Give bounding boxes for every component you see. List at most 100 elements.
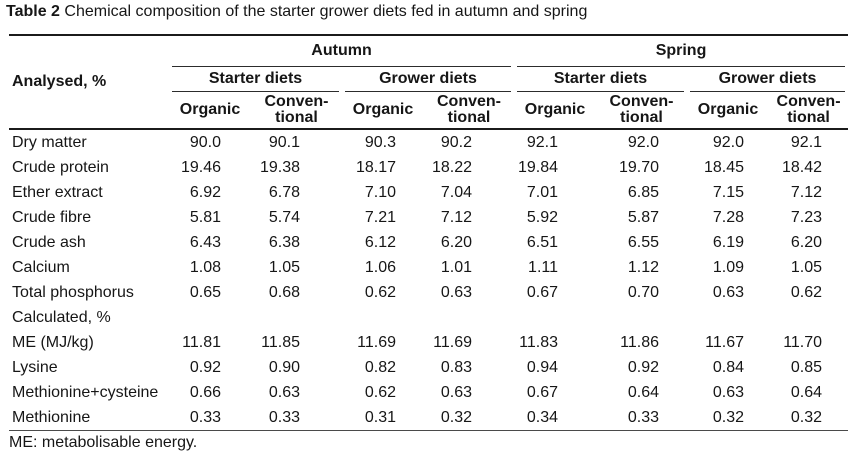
value-cell: 0.62 xyxy=(364,384,396,401)
table-row: Total phosphorus 0.65 0.68 0.62 0.63 0.67 0.70… xyxy=(9,280,848,305)
diet-group-autumn-grower: Grower diets xyxy=(342,66,514,92)
row-label: Total phosphorus xyxy=(12,284,134,301)
value-cell: 0.62 xyxy=(790,284,823,301)
value-cell: 1.08 xyxy=(189,259,221,276)
row-label: Ether extract xyxy=(12,184,103,201)
row-label: Crude ash xyxy=(12,234,86,251)
table-body: Dry matter 90.0 90.1 90.3 90.2 92.1 92.0 92.0 92… xyxy=(9,129,849,431)
value-cell: 90.3 xyxy=(364,134,396,151)
value-cell: 7.12 xyxy=(790,184,823,201)
value-cell: 6.55 xyxy=(627,234,659,251)
value-cell: 0.63 xyxy=(440,384,472,401)
footnote: ME: metabolisable energy. xyxy=(9,434,198,451)
value-cell: 0.32 xyxy=(687,405,769,431)
season-header-spring: Spring xyxy=(514,34,849,68)
value-cell: 7.10 xyxy=(364,184,396,201)
value-cell: 11.70 xyxy=(783,334,823,351)
value-cell: 0.83 xyxy=(440,359,472,376)
value-cell: 11.81 xyxy=(182,334,221,351)
value-cell: 0.82 xyxy=(364,359,396,376)
table-row: Calcium 1.08 1.05 1.06 1.01 1.11 1.12 1.09 1.05 xyxy=(9,255,848,280)
table-row: Dry matter 90.0 90.1 90.3 90.2 92.1 92.0 92.0 92… xyxy=(9,129,848,155)
season-header-row: Analysed, % Autumn Spring xyxy=(9,34,849,130)
value-cell: 6.92 xyxy=(189,184,221,201)
treatment-header-conventional: Conven- tional xyxy=(769,91,849,130)
row-label: Crude fibre xyxy=(12,209,92,226)
row-label: Methionine xyxy=(9,405,169,431)
value-cell: 92.0 xyxy=(627,134,659,151)
value-cell: 7.12 xyxy=(440,209,472,226)
value-cell: 1.05 xyxy=(790,259,823,276)
value-cell xyxy=(769,305,848,330)
value-cell: 11.69 xyxy=(433,334,472,351)
value-cell: 0.70 xyxy=(627,284,659,301)
treatment-header-conventional: Conven- tional xyxy=(251,91,342,130)
table-caption: Table 2 Chemical composition of the star… xyxy=(4,3,849,21)
value-cell: 18.17 xyxy=(355,159,396,176)
composition-table: Analysed, % Autumn Spring Starter diets … xyxy=(9,34,849,431)
value-cell: 0.33 xyxy=(169,405,251,431)
value-cell: 0.92 xyxy=(627,359,659,376)
value-cell: 6.20 xyxy=(440,234,472,251)
row-label: Dry matter xyxy=(12,134,87,151)
table-row: Methionine+cysteine 0.66 0.63 0.62 0.63 0.67 0… xyxy=(9,380,848,405)
value-cell: 5.87 xyxy=(627,209,659,226)
table-row: Crude protein 19.46 19.38 18.17 18.22 19.84 19… xyxy=(9,155,848,180)
table-row: Lysine 0.92 0.90 0.82 0.83 0.94 0.92 0.84 0.85 xyxy=(9,355,848,380)
value-cell: 7.28 xyxy=(712,209,744,226)
value-cell xyxy=(424,305,514,330)
value-cell: 6.20 xyxy=(790,234,823,251)
table-row: Crude ash 6.43 6.38 6.12 6.20 6.51 6.55 6.19 6.2… xyxy=(9,230,848,255)
value-cell: 5.74 xyxy=(268,209,300,226)
value-cell: 0.63 xyxy=(712,284,744,301)
value-cell: 0.67 xyxy=(526,384,558,401)
value-cell: 0.63 xyxy=(712,384,744,401)
value-cell: 92.0 xyxy=(712,134,744,151)
value-cell: 0.66 xyxy=(189,384,221,401)
value-cell: 18.42 xyxy=(782,159,823,176)
value-cell: 0.90 xyxy=(268,359,300,376)
value-cell: 7.04 xyxy=(440,184,472,201)
value-cell xyxy=(687,305,769,330)
table-row: Ether extract 6.92 6.78 7.10 7.04 7.01 6.85 7.1… xyxy=(9,180,848,205)
value-cell: 1.12 xyxy=(627,259,659,276)
value-cell xyxy=(169,305,251,330)
value-cell: 0.33 xyxy=(596,405,687,431)
diet-group-spring-starter: Starter diets xyxy=(514,66,687,92)
value-cell: 0.34 xyxy=(514,405,596,431)
value-cell: 0.32 xyxy=(769,405,849,431)
value-cell: 0.65 xyxy=(189,284,221,301)
value-cell: 0.31 xyxy=(342,405,424,431)
row-header-label: Analysed, % xyxy=(9,34,169,130)
value-cell: 0.32 xyxy=(424,405,514,431)
value-cell: 11.69 xyxy=(357,334,396,351)
row-label: Methionine+cysteine xyxy=(12,384,159,401)
row-label: Calculated, % xyxy=(12,309,111,326)
value-cell: 11.83 xyxy=(519,334,558,351)
value-cell: 92.1 xyxy=(790,134,823,151)
value-cell: 11.86 xyxy=(620,334,659,351)
value-cell: 19.38 xyxy=(259,159,300,176)
value-cell xyxy=(596,305,687,330)
value-cell: 7.01 xyxy=(526,184,558,201)
value-cell: 6.51 xyxy=(526,234,558,251)
table-header: Analysed, % Autumn Spring Starter diets … xyxy=(9,34,849,130)
value-cell: 6.38 xyxy=(268,234,300,251)
value-cell: 90.2 xyxy=(440,134,472,151)
value-cell: 90.1 xyxy=(268,134,300,151)
row-label: Crude protein xyxy=(12,159,109,176)
value-cell: 0.92 xyxy=(189,359,221,376)
row-label: Calcium xyxy=(12,259,70,276)
value-cell: 1.05 xyxy=(268,259,300,276)
diet-group-autumn-starter: Starter diets xyxy=(169,66,342,92)
table-row: Methionine 0.33 0.33 0.31 0.32 0.34 0.33 0.32 0.… xyxy=(9,405,849,431)
value-cell: 0.64 xyxy=(627,384,659,401)
value-cell xyxy=(514,305,596,330)
value-cell: 19.70 xyxy=(618,159,659,176)
value-cell: 6.43 xyxy=(189,234,221,251)
treatment-header-organic: Organic xyxy=(514,91,596,130)
treatment-header-organic: Organic xyxy=(342,91,424,130)
table-caption-text: Chemical composition of the starter grow… xyxy=(64,3,588,20)
value-cell: 7.23 xyxy=(790,209,823,226)
